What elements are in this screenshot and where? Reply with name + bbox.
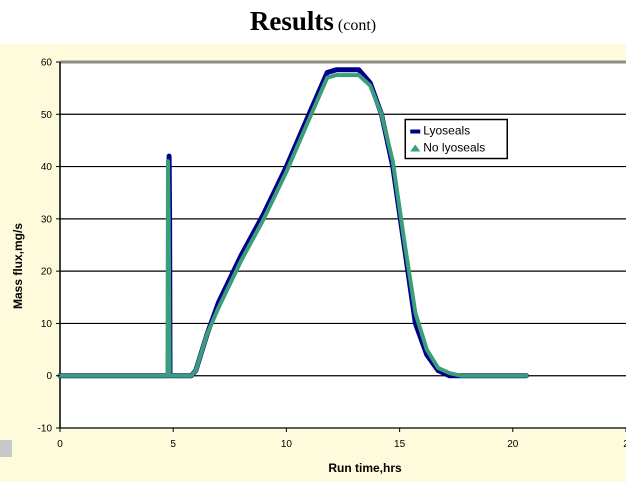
y-tick-label: 60 <box>41 58 53 69</box>
series-line-no-lyoseals <box>58 73 529 378</box>
legend-marker-no-lyoseals <box>410 144 421 152</box>
x-tick-label: 2 <box>623 439 626 450</box>
legend-marker-lyoseals <box>410 129 421 134</box>
slide-title-suffix: (cont) <box>337 17 377 34</box>
y-tick-label: 20 <box>41 267 53 278</box>
y-tick-label: 50 <box>41 110 53 121</box>
y-tick-label: 30 <box>41 214 53 225</box>
x-tick-label: 15 <box>394 439 406 450</box>
legend-label-lyoseals: Lyoseals <box>423 124 470 138</box>
x-axis-label: Run time,hrs <box>328 461 402 475</box>
legend-label-no-lyoseals: No lyoseals <box>423 141 485 155</box>
plot-background <box>60 62 626 428</box>
y-axis-label: Mass flux,mg/s <box>11 223 25 309</box>
legend-box <box>404 118 509 160</box>
y-tick-label: 0 <box>46 371 52 382</box>
x-tick-label: 10 <box>281 439 293 450</box>
y-tick-label: 10 <box>41 319 53 330</box>
x-tick-label: 5 <box>170 439 176 450</box>
slide-title: Results (cont) <box>0 6 626 37</box>
slide-decoration-stub <box>0 440 12 457</box>
y-tick-label: -10 <box>38 424 53 435</box>
x-tick-label: 20 <box>507 439 519 450</box>
slide-title-main: Results <box>249 6 334 36</box>
x-tick-label: 0 <box>57 439 63 450</box>
y-tick-label: 40 <box>41 162 53 173</box>
mass-flux-chart: -10 0 10 20 30 40 50 60 0 5 10 15 20 2 Lyoseals No lyo… <box>11 58 626 475</box>
chart-area: -10 0 10 20 30 40 50 60 0 5 10 15 20 2 Lyoseals No lyo… <box>0 44 626 482</box>
